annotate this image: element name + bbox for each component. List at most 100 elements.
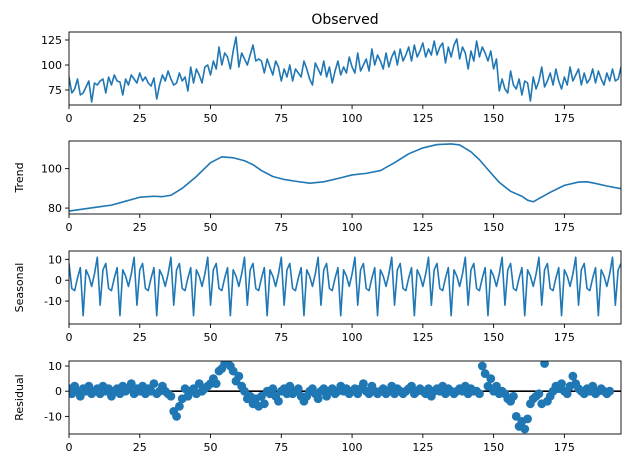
x-tick-label: 0 — [66, 221, 73, 234]
x-tick-label: 25 — [133, 331, 147, 344]
residual-point — [285, 381, 295, 391]
y-tick-label: 10 — [48, 253, 62, 266]
seasonal-panel: 0 25 50 75 100 125 150 175 -10 0 10 Seasonal — [13, 250, 622, 344]
residual-point — [523, 414, 532, 424]
x-tick-label: 175 — [554, 331, 575, 344]
x-tick-label: 100 — [342, 331, 363, 344]
residual-point — [126, 379, 136, 389]
y-tick-label: 80 — [48, 202, 62, 215]
residual-point — [492, 381, 501, 391]
residual-point — [407, 381, 416, 391]
axes-frame — [68, 250, 622, 325]
observed-data — [69, 36, 621, 103]
y-axis-label: Trend — [13, 162, 26, 193]
residual-point — [293, 384, 303, 394]
x-tick-label: 0 — [66, 441, 73, 454]
residual-point — [486, 374, 496, 384]
residual-point — [166, 391, 176, 401]
residual-point — [172, 411, 181, 421]
observed-line — [69, 36, 621, 103]
residual-point — [194, 379, 204, 389]
x-tick-label: 0 — [66, 112, 73, 125]
x-tick-label: 150 — [483, 441, 504, 454]
y-tick-label: 75 — [48, 84, 62, 97]
residual-point — [211, 379, 221, 389]
x-tick-label: 50 — [204, 221, 218, 234]
y-tick-label: 10 — [48, 360, 62, 373]
y-tick-label: 0 — [55, 385, 62, 398]
residual-point — [534, 389, 544, 399]
residual-point — [84, 381, 94, 391]
x-tick-label: 150 — [483, 221, 504, 234]
x-tick-label: 50 — [204, 331, 218, 344]
x-tick-label: 25 — [133, 221, 147, 234]
x-tick-label: 100 — [342, 441, 363, 454]
x-tick-label: 150 — [483, 331, 504, 344]
axes-frame — [68, 360, 622, 435]
x-tick-label: 25 — [133, 441, 147, 454]
x-tick-label: 0 — [66, 331, 73, 344]
x-tick-label: 75 — [274, 331, 288, 344]
residual-point — [257, 391, 266, 401]
residual-point — [511, 411, 521, 421]
y-axis-label: Residual — [13, 374, 26, 420]
residual-panel: 0 25 50 75 100 125 150 175 -10 0 10 Residual — [13, 360, 622, 454]
residual-point — [313, 394, 323, 404]
residual-point — [274, 396, 283, 406]
residual-point — [475, 389, 484, 399]
x-tick-label: 175 — [554, 441, 575, 454]
residual-point — [568, 371, 578, 381]
residual-point — [175, 401, 184, 411]
residual-point — [240, 386, 249, 396]
residual-point — [234, 371, 244, 381]
y-tick-label: 100 — [41, 59, 62, 72]
residual-point — [75, 391, 85, 401]
residual-point — [228, 366, 238, 376]
residual-point — [588, 381, 598, 391]
residual-point — [149, 379, 159, 389]
x-tick-label: 100 — [342, 112, 363, 125]
residual-point — [540, 361, 549, 368]
figure-title: Observed — [311, 12, 378, 28]
residual-point — [268, 384, 278, 394]
x-tick-label: 125 — [412, 441, 433, 454]
x-tick-label: 50 — [204, 112, 218, 125]
residual-point — [520, 424, 530, 434]
residual-point — [605, 386, 615, 396]
observed-panel: 0 25 50 75 100 125 150 175 75 100 125 — [41, 31, 622, 125]
x-tick-label: 75 — [274, 112, 288, 125]
x-tick-label: 175 — [554, 112, 575, 125]
y-tick-label: 0 — [55, 274, 62, 287]
y-tick-label: -10 — [44, 295, 62, 308]
x-tick-label: 75 — [274, 221, 288, 234]
residual-data — [69, 361, 621, 434]
y-tick-label: 100 — [41, 163, 62, 176]
residual-point — [477, 361, 487, 371]
x-tick-label: 150 — [483, 112, 504, 125]
y-tick-label: 125 — [41, 34, 62, 47]
x-tick-label: 50 — [204, 441, 218, 454]
x-tick-label: 175 — [554, 221, 575, 234]
x-tick-label: 125 — [412, 221, 433, 234]
trend-line — [69, 143, 621, 212]
y-axis-label: Seasonal — [13, 263, 26, 313]
residual-point — [562, 389, 572, 399]
seasonal-data — [69, 256, 621, 317]
residual-point — [483, 381, 493, 391]
trend-data — [69, 143, 621, 212]
x-tick-label: 100 — [342, 221, 363, 234]
x-tick-label: 125 — [412, 331, 433, 344]
residual-point — [509, 391, 518, 401]
residual-point — [557, 379, 566, 389]
seasonal-line — [69, 256, 621, 317]
x-tick-label: 25 — [133, 112, 147, 125]
axes-frame — [68, 140, 622, 215]
residual-point — [359, 379, 368, 389]
trend-panel: 0 25 50 75 100 125 150 175 80 100 Trend — [13, 140, 622, 234]
x-tick-label: 125 — [412, 112, 433, 125]
y-tick-label: -10 — [44, 410, 62, 423]
residual-point — [480, 369, 490, 378]
x-tick-label: 75 — [274, 441, 288, 454]
residual-point — [259, 399, 269, 409]
